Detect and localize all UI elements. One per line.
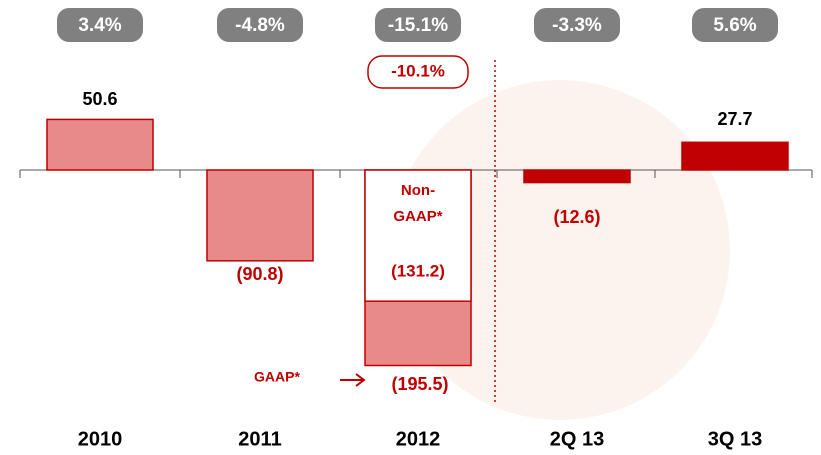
value-label: (195.5)	[391, 374, 448, 394]
value-label: (12.6)	[553, 207, 600, 227]
margin-label: -15.1%	[388, 15, 448, 36]
bar	[47, 119, 153, 170]
x-tick-label: 2Q 13	[550, 428, 604, 450]
bar	[207, 170, 313, 261]
x-tick-label: 2010	[78, 428, 123, 450]
margin-label: 3.4%	[78, 15, 121, 36]
arrow	[340, 374, 364, 386]
non-gaap-margin-label: -10.1%	[391, 61, 445, 80]
bar	[682, 142, 788, 170]
value-label: 27.7	[717, 109, 752, 129]
margin-label: -3.3%	[552, 15, 602, 36]
gaap-label: GAAP*	[254, 369, 300, 385]
value-label: (90.8)	[236, 264, 283, 284]
x-tick-label: 2012	[396, 428, 441, 450]
x-tick-label: 2011	[238, 428, 281, 450]
margin-label: 5.6%	[713, 15, 756, 36]
value-label: (131.2)	[391, 261, 445, 280]
value-label: 50.6	[82, 89, 117, 109]
non-gaap-label: Non-GAAP*	[388, 178, 448, 230]
margin-label: -4.8%	[235, 15, 285, 36]
x-tick-label: 3Q 13	[708, 428, 762, 450]
chart-area: GAAP* 2010 3.4% 50.6 2011 -4.8% (90.8) 2012 -15…	[0, 0, 821, 455]
bar	[524, 170, 630, 183]
